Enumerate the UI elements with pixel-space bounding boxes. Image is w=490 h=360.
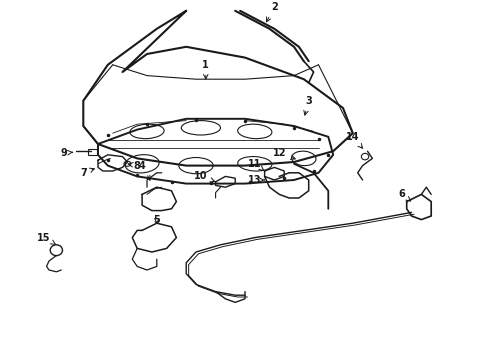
Text: 5: 5 (153, 215, 160, 225)
Text: 8: 8 (128, 161, 141, 171)
Text: 9: 9 (60, 148, 73, 158)
Text: 12: 12 (272, 148, 295, 159)
Text: 4: 4 (139, 161, 150, 180)
Text: 15: 15 (37, 233, 56, 245)
Text: 10: 10 (194, 171, 215, 182)
Text: 11: 11 (248, 159, 264, 171)
Text: 1: 1 (202, 60, 209, 79)
Text: 2: 2 (267, 2, 278, 22)
Text: 6: 6 (398, 189, 411, 201)
Text: 14: 14 (346, 132, 363, 148)
Text: 7: 7 (80, 168, 95, 178)
Bar (88, 149, 97, 155)
Text: 3: 3 (304, 96, 312, 115)
Text: 13: 13 (248, 175, 264, 185)
